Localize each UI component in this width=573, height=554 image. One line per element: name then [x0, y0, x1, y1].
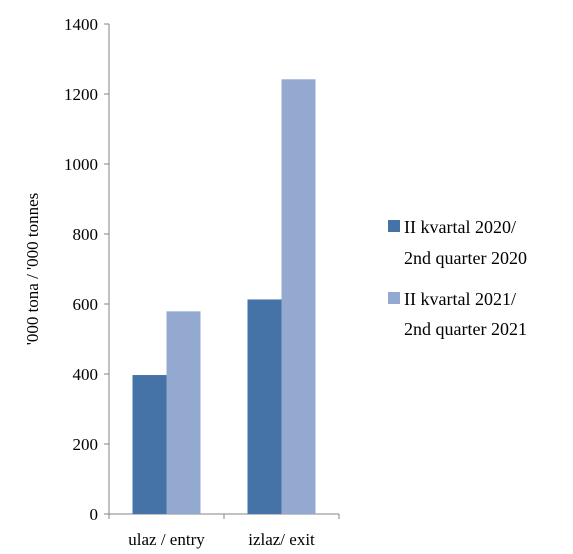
x-category-label: izlaz/ exit: [248, 530, 315, 549]
legend-item-series-1: II kvartal 2020/ 2nd quarter 2020: [388, 217, 527, 268]
legend-label-series-2-line-1: II kvartal 2021/: [404, 289, 516, 309]
y-tick-label: 200: [73, 435, 99, 454]
legend-label-series-2-line-2: 2nd quarter 2021: [404, 319, 527, 339]
y-tick-label: 1400: [64, 15, 98, 34]
legend-swatch-series-1: [388, 220, 400, 232]
y-axis-ticks: 0 200 400 600 800 1000 1200 1400: [64, 15, 340, 524]
bar-series-1-entry: [132, 375, 167, 514]
y-axis-label: '000 tona / '000 tonnes: [23, 193, 42, 346]
legend-swatch-series-2: [388, 292, 400, 304]
legend: II kvartal 2020/ 2nd quarter 2020 II kva…: [388, 217, 527, 339]
bar-series-2-entry: [166, 311, 201, 514]
x-category-label: ulaz / entry: [128, 530, 205, 549]
bars-group: [132, 79, 316, 515]
y-tick-label: 600: [73, 295, 99, 314]
y-tick-label: 400: [73, 365, 99, 384]
y-tick-label: 800: [73, 225, 99, 244]
legend-item-series-2: II kvartal 2021/ 2nd quarter 2021: [388, 289, 527, 339]
bar-series-2-exit: [281, 79, 316, 515]
y-tick-label: 1000: [64, 155, 98, 174]
legend-label-series-1-line-1: II kvartal 2020/: [404, 217, 516, 237]
y-tick-label: 1200: [64, 85, 98, 104]
legend-label-series-1-line-2: 2nd quarter 2020: [404, 248, 527, 268]
y-tick-label: 0: [90, 505, 99, 524]
bar-series-1-exit: [247, 299, 282, 514]
x-axis-labels: ulaz / entry izlaz/ exit: [128, 530, 315, 549]
